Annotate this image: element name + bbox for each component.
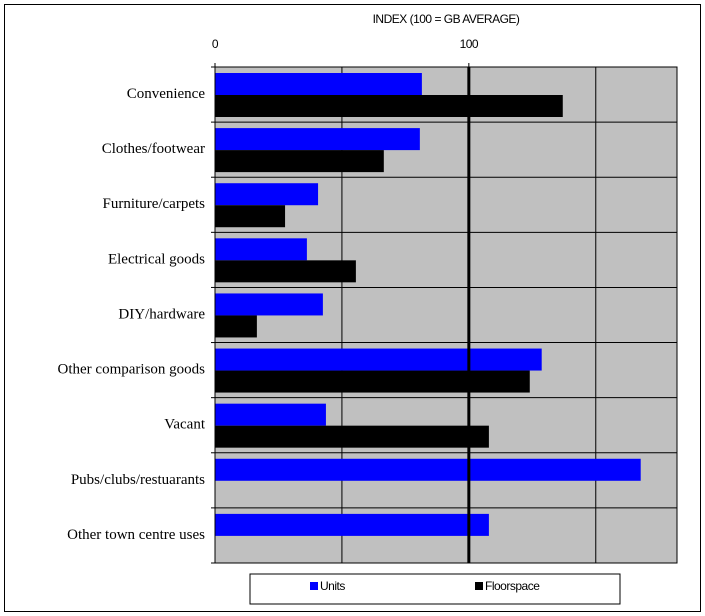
bar (215, 205, 286, 228)
bar (215, 238, 307, 261)
y-tick-label: Vacant (164, 417, 206, 433)
legend-box (249, 573, 621, 605)
legend-swatch (475, 582, 483, 590)
bar (215, 95, 563, 117)
bar (215, 183, 319, 206)
bar (215, 348, 542, 371)
bar (215, 425, 489, 448)
y-tick-label: Other town centre uses (67, 527, 205, 543)
legend-label: Floorspace (485, 579, 540, 593)
y-tick-label: Furniture/carpets (103, 196, 206, 212)
bar (215, 513, 489, 536)
legend-label: Units (320, 579, 345, 593)
bar (215, 458, 641, 481)
bar (215, 260, 356, 283)
y-tick-label: Electrical goods (108, 251, 205, 267)
bar (215, 128, 420, 151)
y-tick-label: Clothes/footwear (102, 141, 205, 157)
legend-swatch (310, 582, 318, 590)
bar (215, 403, 326, 426)
x-tick-label: 100 (460, 37, 479, 51)
y-tick-label: Other comparison goods (58, 362, 206, 378)
y-tick-label: Convenience (127, 86, 206, 102)
y-tick-label: DIY/hardware (118, 306, 205, 322)
bar (215, 73, 422, 95)
x-tick-label: 0 (212, 37, 219, 51)
bar (215, 315, 257, 338)
bar (215, 370, 530, 393)
y-tick-label: Pubs/clubs/restuarants (71, 472, 205, 488)
chart-title: INDEX (100 = GB AVERAGE) (373, 12, 520, 26)
bar (215, 150, 384, 173)
bar (215, 293, 323, 316)
